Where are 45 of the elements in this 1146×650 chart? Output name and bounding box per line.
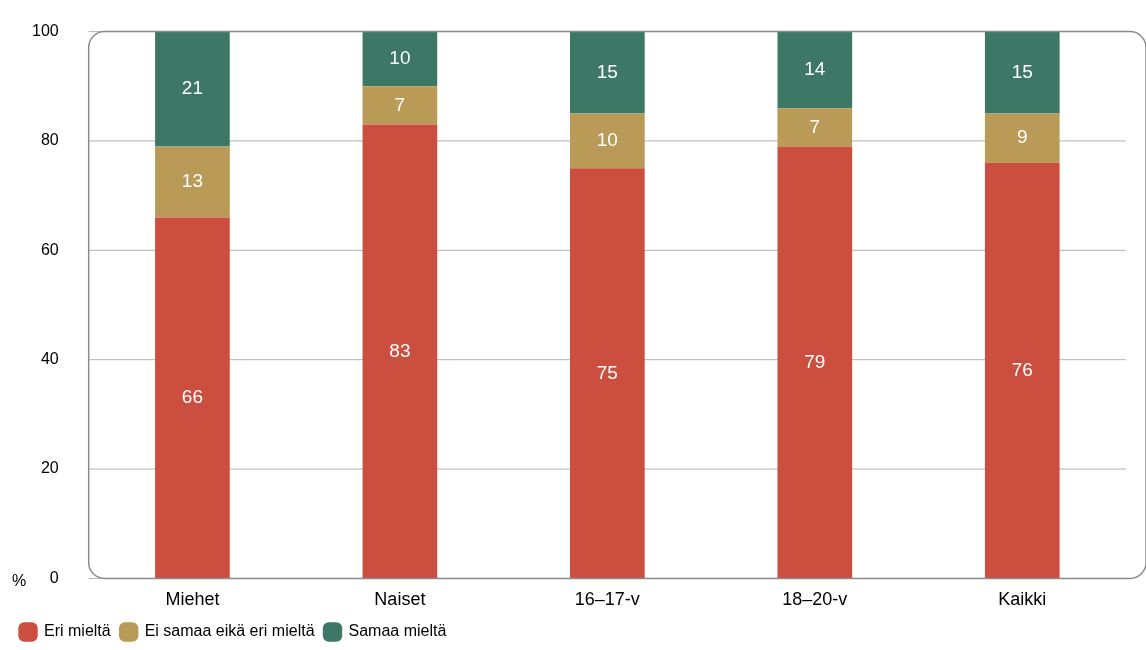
data-label: 15: [596, 60, 618, 82]
legend-label: Ei samaa eikä eri mieltä: [144, 622, 315, 640]
data-label: 79: [804, 350, 826, 372]
data-label: 9: [1016, 126, 1028, 148]
data-label: 75: [596, 361, 618, 383]
bar: [362, 124, 438, 579]
x-tick-label: 18–20-v: [782, 589, 848, 610]
data-label: 15: [1011, 60, 1033, 82]
bar: [570, 168, 645, 579]
data-label: 83: [389, 339, 411, 361]
bar: [155, 146, 230, 218]
bar: [777, 31, 853, 109]
bar: [570, 31, 645, 114]
data-label: 10: [596, 129, 618, 151]
data-label: 14: [804, 58, 826, 80]
bar: [570, 113, 645, 169]
data-label: 7: [394, 93, 406, 115]
y-tick-label: 40: [40, 350, 59, 368]
legend-label: Samaa mieltä: [348, 622, 447, 640]
bar: [984, 162, 1060, 579]
bar: [984, 31, 1060, 114]
data-label: 66: [181, 386, 203, 408]
y-tick-label: 60: [40, 240, 59, 258]
y-tick-label: 80: [40, 131, 59, 149]
x-tick-label: Naiset: [374, 589, 426, 610]
data-label: 13: [181, 170, 203, 192]
y-tick-label: 0: [49, 568, 59, 586]
data-label: 7: [809, 115, 821, 137]
bar: [362, 31, 438, 87]
x-tick-label: Kaikki: [998, 589, 1047, 610]
bar: [984, 113, 1060, 163]
bar: [155, 31, 230, 147]
x-tick-label: Miehet: [165, 589, 220, 610]
y-axis-title: %: [12, 571, 27, 589]
data-label: 76: [1011, 358, 1033, 380]
data-label: 10: [389, 47, 411, 69]
bar: [362, 86, 438, 125]
y-tick-label: 100: [31, 22, 59, 40]
y-tick-label: 20: [40, 459, 59, 477]
bar: [777, 146, 853, 579]
data-label: 21: [181, 77, 203, 99]
x-tick-label: 16–17-v: [574, 589, 640, 610]
legend-label: Eri mieltä: [44, 622, 111, 640]
bar: [777, 108, 853, 147]
bar: [155, 217, 230, 579]
